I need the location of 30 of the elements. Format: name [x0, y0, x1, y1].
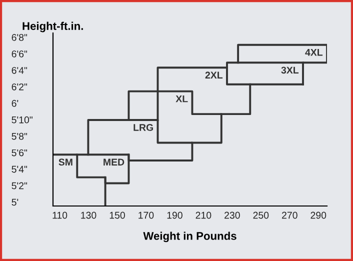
x-tick-label: 250 [253, 212, 269, 219]
x-tick-label: 130 [81, 212, 96, 219]
series-label: 2XL [205, 72, 223, 78]
series-label: XL [176, 95, 188, 102]
series-label: LRG [134, 124, 153, 131]
y-tick-label: 5'6" [12, 149, 28, 156]
y-axis-title: Height-ft.in. [22, 22, 83, 32]
x-tick-label: 210 [196, 212, 212, 219]
y-tick-label: 6'8" [12, 34, 28, 41]
x-tick-label: 110 [52, 212, 68, 219]
y-tick-label: 6'4" [12, 66, 28, 74]
x-tick-label: 230 [224, 212, 240, 219]
x-tick-label: 170 [138, 212, 154, 219]
series-label: SM [58, 158, 72, 166]
x-tick-label: 150 [110, 212, 125, 219]
x-tick-label: 290 [310, 212, 326, 219]
y-tick-label: 5'8" [12, 132, 28, 140]
x-axis-title: Weight in Pounds [143, 232, 236, 242]
x-tick-label: 190 [167, 212, 182, 219]
y-tick-label: 6' [12, 100, 18, 107]
y-tick-label: 6'6" [12, 50, 28, 58]
series-label: 3XL [281, 66, 299, 74]
y-tick-label: 5'2" [12, 182, 28, 190]
x-tick-label: 270 [282, 212, 298, 219]
y-tick-label: 5' [12, 198, 18, 206]
y-tick-label: 5'10" [12, 116, 32, 124]
series-label: 4XL [305, 49, 323, 56]
y-tick-label: 5'4" [12, 166, 28, 173]
y-tick-label: 6'2" [12, 83, 28, 90]
series-label: MED [104, 158, 124, 166]
